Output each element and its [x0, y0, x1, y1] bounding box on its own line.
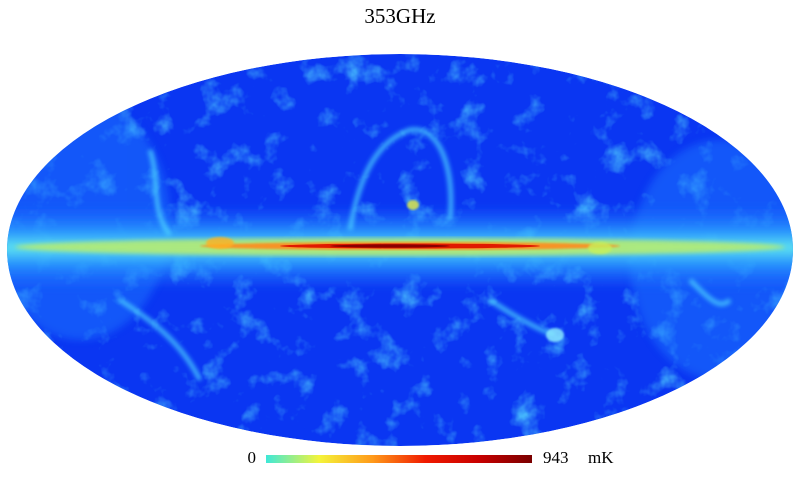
filament: [688, 278, 732, 307]
colorbar-min-label: 0: [248, 448, 257, 467]
colorbar-unit: mK: [588, 448, 614, 467]
filament: [118, 297, 203, 382]
map-title: 353GHz: [364, 4, 435, 28]
bright-region: [546, 328, 564, 342]
bright-region: [407, 200, 419, 210]
colorbar-max-label: 943: [543, 448, 569, 467]
filament: [147, 149, 173, 237]
bright-region: [206, 237, 234, 249]
sky-map: [7, 54, 793, 446]
bright-region: [588, 242, 612, 254]
galactic-plane-core: [330, 244, 450, 248]
filament: [347, 127, 454, 231]
colorbar: [266, 455, 532, 463]
